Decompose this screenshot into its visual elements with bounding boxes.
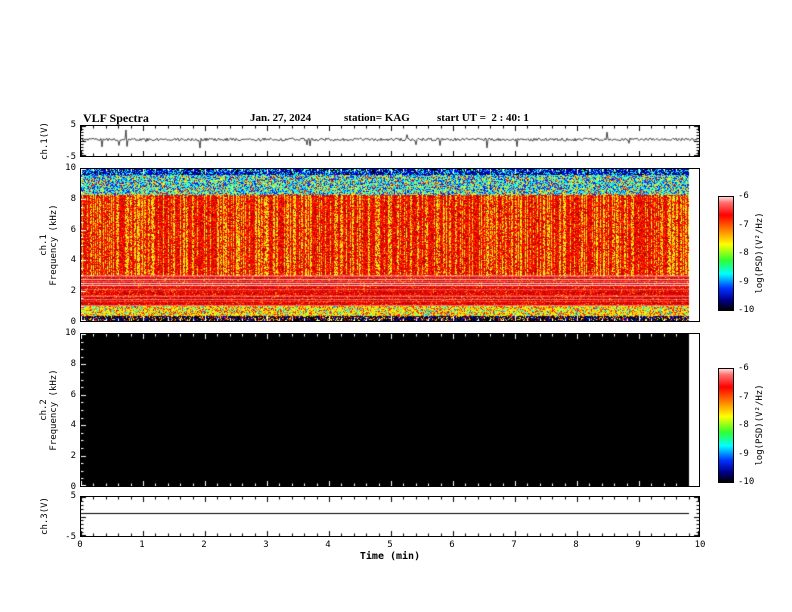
plot-start-ut: start UT = 2 : 40: 1 bbox=[437, 112, 529, 124]
ch2-frequency-axis-label: ch.2 Frequency (kHz) bbox=[39, 335, 59, 485]
ch1-waveform-canvas bbox=[81, 126, 699, 156]
ch1-frequency-axis-unit: Frequency (kHz) bbox=[49, 204, 59, 286]
x-axis-tick-label: 2 bbox=[201, 540, 207, 550]
y-axis-tick-label: 6 bbox=[70, 224, 76, 235]
y-axis-tick-label: 4 bbox=[70, 420, 76, 431]
y-axis-tick-label: 0 bbox=[70, 317, 76, 327]
y-axis-tick-label: 2 bbox=[70, 451, 76, 462]
ch3-waveform-panel bbox=[80, 496, 700, 537]
ch1-frequency-axis-channel: ch.1 bbox=[39, 234, 49, 256]
colorbar-tick-label: -8 bbox=[738, 248, 749, 258]
x-axis-tick-label: 1 bbox=[139, 540, 145, 550]
colorbar-tick-label: -9 bbox=[738, 448, 749, 459]
plot-station: station= KAG bbox=[344, 112, 410, 124]
time-axis-label: Time (min) bbox=[359, 551, 421, 562]
x-axis-tick-label: 3 bbox=[263, 540, 269, 550]
plot-date: Jan. 27, 2024 bbox=[250, 112, 312, 124]
y-axis-tick-label: -5 bbox=[65, 532, 76, 542]
colorbar-tick-label: -9 bbox=[738, 276, 749, 287]
y-axis-tick-label: 10 bbox=[65, 328, 76, 338]
y-axis-tick-label: 10 bbox=[65, 163, 76, 173]
colorbar-tick-label: -6 bbox=[738, 363, 749, 373]
y-axis-tick-label: 8 bbox=[70, 193, 76, 204]
colorbar-tick-label: -7 bbox=[738, 391, 749, 402]
x-axis-tick-label: 10 bbox=[694, 540, 706, 550]
y-axis-tick-label: -5 bbox=[65, 152, 76, 162]
ch2-spectrogram-panel bbox=[80, 333, 700, 487]
ch1-frequency-axis-label: ch.1 Frequency (kHz) bbox=[39, 170, 59, 320]
ch2-spectrogram-canvas bbox=[81, 334, 699, 486]
y-axis-tick-label: 6 bbox=[70, 389, 76, 400]
plot-title: VLF Spectra bbox=[83, 111, 149, 125]
x-axis-tick-label: 6 bbox=[449, 540, 455, 550]
ch3-waveform-canvas bbox=[81, 497, 699, 536]
x-axis-tick-label: 8 bbox=[573, 540, 579, 550]
colorbar-tick-label: -6 bbox=[738, 191, 749, 201]
y-axis-tick-label: 5 bbox=[70, 491, 76, 501]
ch2-frequency-axis-channel: ch.2 bbox=[39, 399, 49, 421]
x-axis-tick-label: 7 bbox=[511, 540, 517, 550]
x-axis-tick-label: 4 bbox=[325, 540, 331, 550]
y-axis-tick-label: 5 bbox=[70, 120, 76, 130]
ch1-waveform-panel bbox=[80, 125, 700, 157]
y-axis-tick-label: 0 bbox=[70, 482, 76, 492]
x-axis-tick-label: 0 bbox=[77, 540, 83, 550]
x-axis-tick-label: 5 bbox=[387, 540, 393, 550]
colorbar-tick-label: -7 bbox=[738, 219, 749, 230]
ch2-frequency-axis-unit: Frequency (kHz) bbox=[49, 369, 59, 451]
colorbar-ch2 bbox=[718, 368, 734, 483]
colorbar-tick-label: -10 bbox=[738, 477, 755, 487]
y-axis-tick-label: 4 bbox=[70, 255, 76, 266]
x-axis-tick-label: 9 bbox=[635, 540, 641, 550]
ch1-spectrogram-panel bbox=[80, 168, 700, 322]
y-axis-tick-label: 8 bbox=[70, 358, 76, 369]
colorbar-ch1 bbox=[718, 196, 734, 311]
ch1-spectrogram-canvas bbox=[81, 169, 699, 321]
colorbar-tick-label: -10 bbox=[738, 305, 755, 315]
y-axis-tick-label: 2 bbox=[70, 286, 76, 297]
colorbar-tick-label: -8 bbox=[738, 420, 749, 430]
